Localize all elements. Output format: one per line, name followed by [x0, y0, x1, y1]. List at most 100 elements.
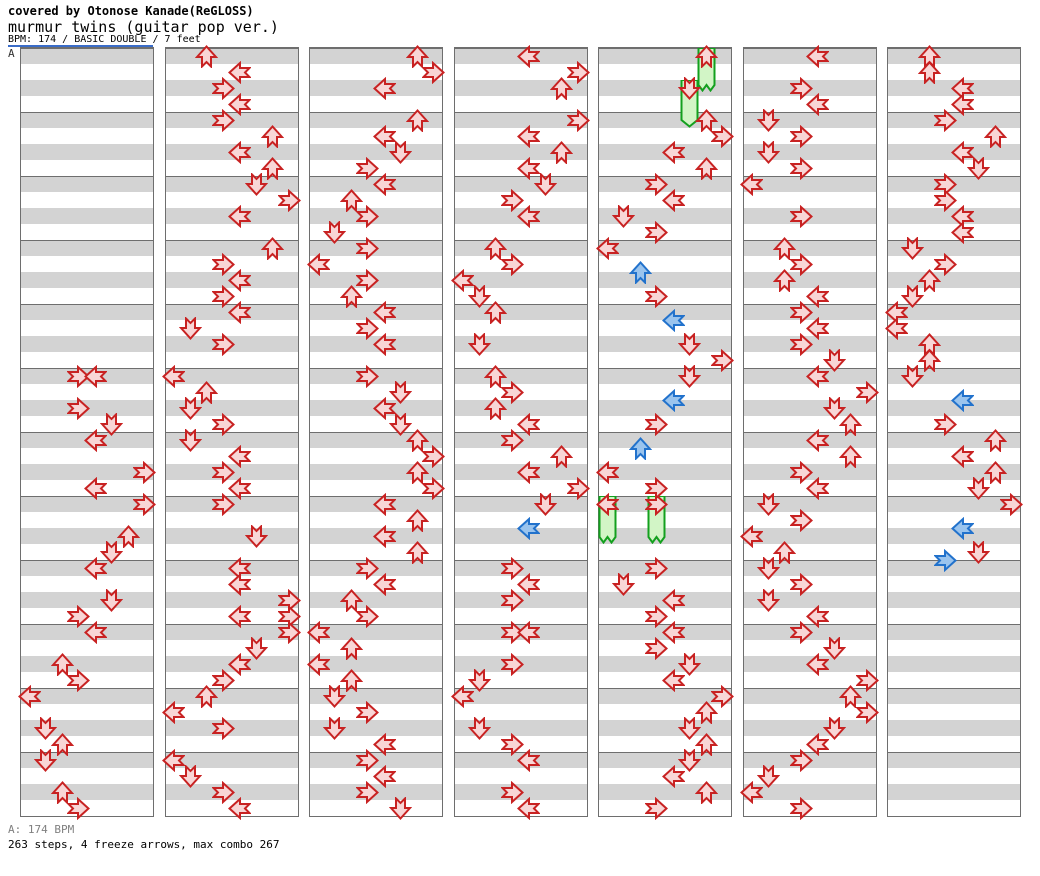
step-arrow-left-icon [950, 220, 974, 244]
step-arrow-right-icon [133, 460, 157, 484]
offbeat-arrow-left-icon [661, 388, 685, 412]
step-arrow-down-icon [533, 492, 557, 516]
step-arrow-left-icon [372, 764, 396, 788]
step-arrow-right-icon [211, 284, 235, 308]
step-summary: 263 steps, 4 freeze arrows, max combo 26… [8, 838, 280, 851]
step-arrow-left-icon [83, 364, 107, 388]
step-arrow-left-icon [372, 396, 396, 420]
step-arrow-left-icon [950, 92, 974, 116]
step-arrow-right-icon [211, 780, 235, 804]
section-a-line [8, 45, 153, 47]
step-arrow-up-icon [773, 236, 797, 260]
step-arrow-up-icon [694, 780, 718, 804]
step-arrow-left-icon [950, 444, 974, 468]
step-arrow-left-icon [661, 764, 685, 788]
step-arrow-down-icon [822, 348, 846, 372]
step-arrow-right-icon [645, 284, 669, 308]
step-arrow-left-icon [661, 668, 685, 692]
step-arrow-right-icon [211, 252, 235, 276]
step-arrow-left-icon [884, 316, 908, 340]
step-arrow-right-icon [356, 236, 380, 260]
step-arrow-left-icon [451, 684, 475, 708]
step-arrow-down-icon [756, 108, 780, 132]
step-arrow-left-icon [517, 572, 541, 596]
step-arrow-up-icon [195, 44, 219, 68]
step-arrow-left-icon [372, 524, 396, 548]
step-arrow-down-icon [100, 540, 124, 564]
step-arrow-right-icon [500, 380, 524, 404]
step-arrow-right-icon [356, 268, 380, 292]
step-arrow-left-icon [228, 204, 252, 228]
step-arrow-up-icon [50, 732, 74, 756]
step-arrow-right-icon [934, 188, 958, 212]
step-arrow-right-icon [645, 220, 669, 244]
step-arrow-left-icon [740, 780, 764, 804]
step-arrow-up-icon [261, 236, 285, 260]
step-arrow-down-icon [822, 716, 846, 740]
step-arrow-left-icon [162, 748, 186, 772]
step-arrow-right-icon [277, 620, 301, 644]
step-arrow-down-icon [389, 412, 413, 436]
step-arrow-down-icon [678, 716, 702, 740]
step-arrow-up-icon [839, 444, 863, 468]
step-arrow-left-icon [162, 364, 186, 388]
step-arrow-right-icon [645, 172, 669, 196]
step-arrow-left-icon [806, 732, 830, 756]
step-arrow-down-icon [467, 668, 491, 692]
step-arrow-down-icon [822, 636, 846, 660]
step-arrow-right-icon [789, 204, 813, 228]
step-arrow-right-icon [67, 364, 91, 388]
step-arrow-right-icon [500, 780, 524, 804]
step-arrow-down-icon [467, 716, 491, 740]
step-arrow-right-icon [211, 76, 235, 100]
step-arrow-down-icon [901, 236, 925, 260]
step-arrow-right-icon [934, 412, 958, 436]
step-arrow-left-icon [740, 524, 764, 548]
section-a-marker: A [8, 47, 15, 60]
step-arrow-right-icon [422, 476, 446, 500]
cover-artist-line: covered by Otonose Kanade(ReGLOSS) [8, 4, 254, 18]
step-arrow-left-icon [228, 268, 252, 292]
step-arrow-up-icon [550, 76, 574, 100]
step-arrow-left-icon [228, 92, 252, 116]
step-arrow-right-icon [1000, 492, 1024, 516]
chart-column-6 [740, 44, 879, 820]
step-arrow-left-icon [83, 556, 107, 580]
step-arrow-up-icon [917, 268, 941, 292]
step-arrow-right-icon [67, 668, 91, 692]
step-arrow-left-icon [372, 172, 396, 196]
step-arrow-right-icon [211, 332, 235, 356]
chart-column-3 [306, 44, 446, 820]
step-arrow-right-icon [211, 716, 235, 740]
step-arrow-left-icon [228, 652, 252, 676]
step-arrow-left-icon [17, 684, 41, 708]
step-arrow-up-icon [405, 460, 429, 484]
step-arrow-up-icon [917, 348, 941, 372]
offbeat-arrow-left-icon [950, 516, 974, 540]
offbeat-arrow-left-icon [950, 388, 974, 412]
step-arrow-down-icon [389, 380, 413, 404]
step-arrow-up-icon [983, 428, 1007, 452]
step-arrow-right-icon [500, 556, 524, 580]
step-arrow-left-icon [372, 732, 396, 756]
step-arrow-left-icon [517, 748, 541, 772]
step-arrow-left-icon [806, 428, 830, 452]
step-arrow-up-icon [839, 684, 863, 708]
step-arrow-right-icon [356, 364, 380, 388]
step-arrow-right-icon [645, 604, 669, 628]
step-arrow-right-icon [855, 700, 879, 724]
step-arrow-down-icon [612, 572, 636, 596]
step-arrow-left-icon [228, 60, 252, 84]
step-arrow-right-icon [422, 60, 446, 84]
step-arrow-down-icon [756, 556, 780, 580]
step-arrow-right-icon [67, 604, 91, 628]
step-arrow-right-icon [500, 188, 524, 212]
step-arrow-right-icon [789, 796, 813, 820]
step-arrow-up-icon [694, 700, 718, 724]
step-arrow-up-icon [773, 540, 797, 564]
step-arrow-right-icon [934, 108, 958, 132]
step-arrow-right-icon [711, 124, 735, 148]
step-arrow-left-icon [740, 172, 764, 196]
offbeat-arrow-left-icon [517, 516, 541, 540]
